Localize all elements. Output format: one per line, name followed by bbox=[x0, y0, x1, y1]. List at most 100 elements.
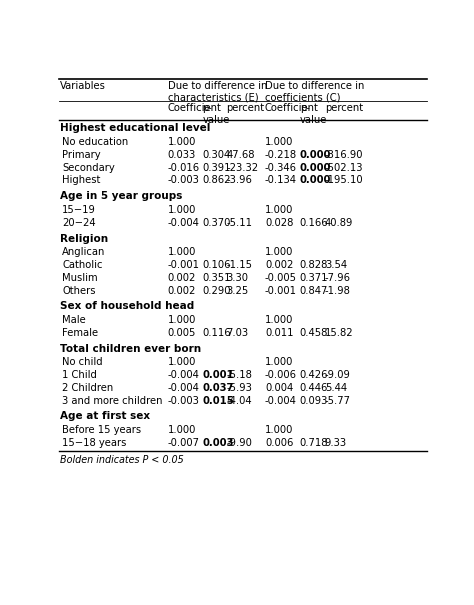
Text: 0.006: 0.006 bbox=[265, 438, 293, 448]
Text: -7.96: -7.96 bbox=[325, 273, 351, 283]
Text: Female: Female bbox=[62, 328, 98, 338]
Text: 3.30: 3.30 bbox=[227, 273, 248, 283]
Text: 7.03: 7.03 bbox=[227, 328, 248, 338]
Text: -9.09: -9.09 bbox=[325, 370, 351, 380]
Text: 0.446: 0.446 bbox=[300, 383, 328, 393]
Text: 3.54: 3.54 bbox=[325, 260, 347, 270]
Text: 1.000: 1.000 bbox=[168, 137, 196, 147]
Text: Primary: Primary bbox=[62, 150, 101, 160]
Text: Age at first sex: Age at first sex bbox=[60, 411, 150, 422]
Text: 0.426: 0.426 bbox=[300, 370, 328, 380]
Text: -0.004: -0.004 bbox=[168, 370, 200, 380]
Text: -5.77: -5.77 bbox=[325, 396, 351, 405]
Text: Muslim: Muslim bbox=[62, 273, 98, 283]
Text: 0.391: 0.391 bbox=[202, 163, 231, 172]
Text: -316.90: -316.90 bbox=[325, 150, 364, 160]
Text: Coefficient: Coefficient bbox=[168, 103, 221, 113]
Text: -4.04: -4.04 bbox=[227, 396, 252, 405]
Text: No child: No child bbox=[62, 358, 103, 367]
Text: 0.847: 0.847 bbox=[300, 286, 328, 295]
Text: 0.002: 0.002 bbox=[168, 273, 196, 283]
Text: -5.93: -5.93 bbox=[227, 383, 252, 393]
Text: -0.016: -0.016 bbox=[168, 163, 200, 172]
Text: -3.96: -3.96 bbox=[227, 175, 252, 185]
Text: 0.000: 0.000 bbox=[300, 175, 331, 185]
Text: 5.44: 5.44 bbox=[325, 383, 347, 393]
Text: 1.000: 1.000 bbox=[265, 137, 293, 147]
Text: -0.134: -0.134 bbox=[265, 175, 297, 185]
Text: -195.10: -195.10 bbox=[325, 175, 364, 185]
Text: 0.828: 0.828 bbox=[300, 260, 328, 270]
Text: 40.89: 40.89 bbox=[325, 218, 353, 227]
Text: 0.862: 0.862 bbox=[202, 175, 231, 185]
Text: Highest: Highest bbox=[62, 175, 100, 185]
Text: 0.351: 0.351 bbox=[202, 273, 231, 283]
Text: -23.32: -23.32 bbox=[227, 163, 258, 172]
Text: -0.003: -0.003 bbox=[168, 396, 200, 405]
Text: 0.001: 0.001 bbox=[202, 370, 234, 380]
Text: Others: Others bbox=[62, 286, 96, 295]
Text: 1.000: 1.000 bbox=[265, 205, 293, 215]
Text: 0.002: 0.002 bbox=[265, 260, 293, 270]
Text: Religion: Religion bbox=[60, 234, 109, 244]
Text: 0.166: 0.166 bbox=[300, 218, 328, 227]
Text: -0.005: -0.005 bbox=[265, 273, 297, 283]
Text: Secondary: Secondary bbox=[62, 163, 115, 172]
Text: 0.033: 0.033 bbox=[168, 150, 196, 160]
Text: Before 15 years: Before 15 years bbox=[62, 425, 141, 435]
Text: 2 Children: 2 Children bbox=[62, 383, 113, 393]
Text: 3.25: 3.25 bbox=[227, 286, 249, 295]
Text: -9.90: -9.90 bbox=[227, 438, 252, 448]
Text: Bolden indicates P < 0.05: Bolden indicates P < 0.05 bbox=[60, 454, 184, 465]
Text: 0.037: 0.037 bbox=[202, 383, 234, 393]
Text: Highest educational level: Highest educational level bbox=[60, 123, 211, 134]
Text: 0.116: 0.116 bbox=[202, 328, 231, 338]
Text: 47.68: 47.68 bbox=[227, 150, 255, 160]
Text: 9.33: 9.33 bbox=[325, 438, 347, 448]
Text: 0.003: 0.003 bbox=[202, 438, 234, 448]
Text: -5.11: -5.11 bbox=[227, 218, 252, 227]
Text: 1.000: 1.000 bbox=[168, 315, 196, 325]
Text: 0.028: 0.028 bbox=[265, 218, 293, 227]
Text: 0.005: 0.005 bbox=[168, 328, 196, 338]
Text: 0.290: 0.290 bbox=[202, 286, 231, 295]
Text: percent: percent bbox=[325, 103, 363, 113]
Text: 15−18 years: 15−18 years bbox=[62, 438, 127, 448]
Text: -0.001: -0.001 bbox=[168, 260, 200, 270]
Text: p-
value: p- value bbox=[300, 103, 327, 125]
Text: 1.000: 1.000 bbox=[265, 358, 293, 367]
Text: -1.98: -1.98 bbox=[325, 286, 351, 295]
Text: 20−24: 20−24 bbox=[62, 218, 96, 227]
Text: 0.718: 0.718 bbox=[300, 438, 328, 448]
Text: -0.007: -0.007 bbox=[168, 438, 200, 448]
Text: 1.000: 1.000 bbox=[265, 315, 293, 325]
Text: p-
value: p- value bbox=[202, 103, 230, 125]
Text: Catholic: Catholic bbox=[62, 260, 103, 270]
Text: 0.370: 0.370 bbox=[202, 218, 231, 227]
Text: Coefficient: Coefficient bbox=[265, 103, 319, 113]
Text: -0.004: -0.004 bbox=[168, 218, 200, 227]
Text: Due to difference in
coefficients (C): Due to difference in coefficients (C) bbox=[265, 81, 365, 103]
Text: 1.000: 1.000 bbox=[168, 247, 196, 257]
Text: 1 Child: 1 Child bbox=[62, 370, 97, 380]
Text: -0.218: -0.218 bbox=[265, 150, 297, 160]
Text: -1.15: -1.15 bbox=[227, 260, 252, 270]
Text: Sex of household head: Sex of household head bbox=[60, 301, 195, 312]
Text: 0.106: 0.106 bbox=[202, 260, 231, 270]
Text: 15−19: 15−19 bbox=[62, 205, 96, 215]
Text: Total children ever born: Total children ever born bbox=[60, 344, 201, 354]
Text: -0.346: -0.346 bbox=[265, 163, 297, 172]
Text: 15.82: 15.82 bbox=[325, 328, 354, 338]
Text: -0.004: -0.004 bbox=[265, 396, 297, 405]
Text: Male: Male bbox=[62, 315, 86, 325]
Text: Variables: Variables bbox=[60, 81, 106, 91]
Text: No education: No education bbox=[62, 137, 128, 147]
Text: Anglican: Anglican bbox=[62, 247, 106, 257]
Text: 0.004: 0.004 bbox=[265, 383, 293, 393]
Text: 1.000: 1.000 bbox=[168, 358, 196, 367]
Text: -502.13: -502.13 bbox=[325, 163, 364, 172]
Text: Age in 5 year groups: Age in 5 year groups bbox=[60, 191, 183, 201]
Text: -0.004: -0.004 bbox=[168, 383, 200, 393]
Text: 0.458: 0.458 bbox=[300, 328, 328, 338]
Text: 1.000: 1.000 bbox=[265, 425, 293, 435]
